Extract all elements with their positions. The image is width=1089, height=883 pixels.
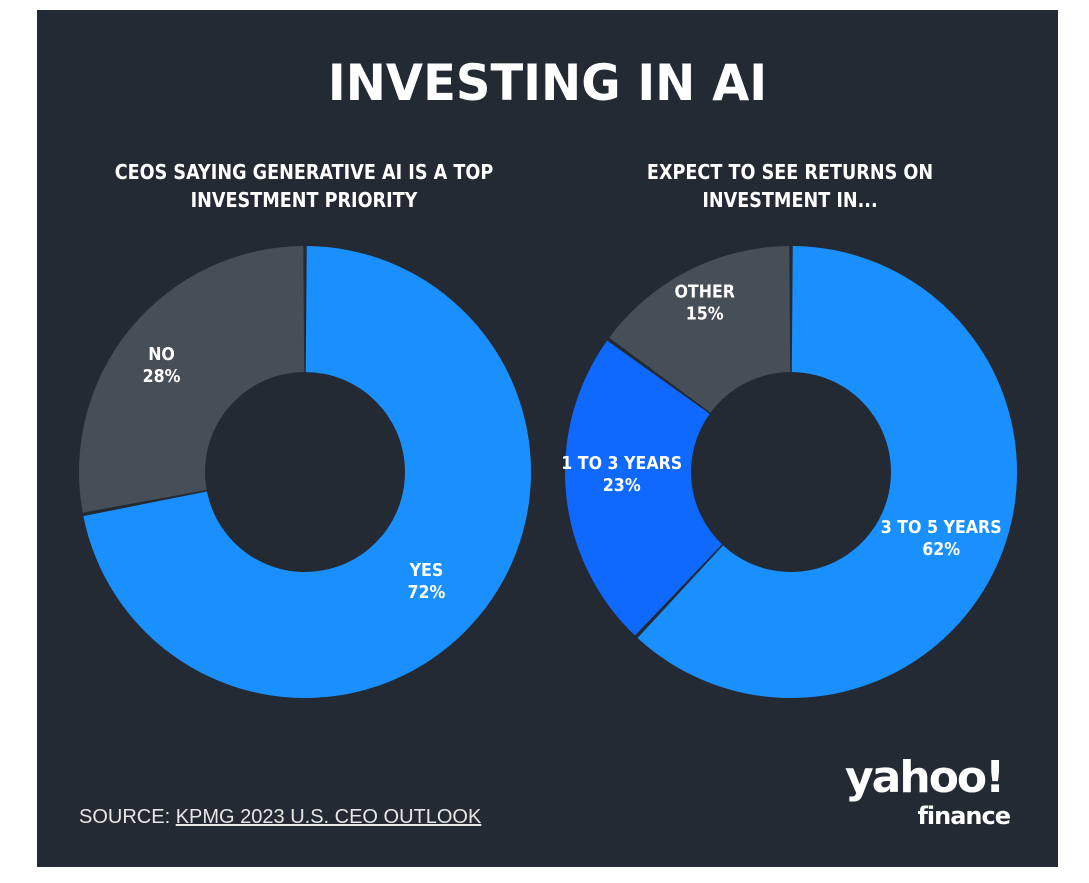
source-prefix: SOURCE:: [79, 806, 176, 828]
chart2-slice-1-to-3-years: [565, 340, 722, 636]
chart1-yes-label: YES: [409, 559, 444, 580]
source-note: SOURCE: KPMG 2023 U.S. CEO OUTLOOK: [79, 806, 481, 829]
chart1-no-value: 28%: [143, 365, 181, 386]
chart2-1-to-3-years-label: 1 TO 3 YEARS: [561, 452, 682, 473]
page-title: INVESTING IN AI: [327, 54, 768, 112]
yahoo-finance-logo: yahoo! finance: [845, 752, 1020, 832]
chart1-title: CEOS SAYING GENERATIVE AI IS A TOP INVES…: [114, 160, 494, 212]
logo-line2: finance: [917, 802, 1011, 830]
chart2-other-value: 15%: [686, 302, 724, 323]
chart2-slice-3-to-5-years: [637, 246, 1017, 699]
infographic-card: INVESTING IN AI CEOS SAYING GENERATIVE A…: [37, 10, 1058, 867]
source-link[interactable]: KPMG 2023 U.S. CEO OUTLOOK: [175, 806, 482, 828]
chart2-slice-other: [609, 246, 791, 413]
chart1-slice-no: [79, 246, 305, 513]
chart2-1-to-3-years-value: 23%: [603, 474, 641, 495]
chart1-no-label: NO: [148, 343, 175, 364]
chart1-yes-value: 72%: [408, 581, 446, 602]
chart1-slice-yes: [83, 246, 531, 698]
chart2-other-label: OTHER: [674, 280, 734, 301]
chart2-title: EXPECT TO SEE RETURNS ON INVESTMENT IN..…: [646, 160, 934, 212]
chart2-3-to-5-years-label: 3 TO 5 YEARS: [881, 516, 1002, 537]
logo-line1: yahoo!: [845, 752, 1005, 803]
chart2-3-to-5-years-value: 62%: [922, 538, 960, 559]
